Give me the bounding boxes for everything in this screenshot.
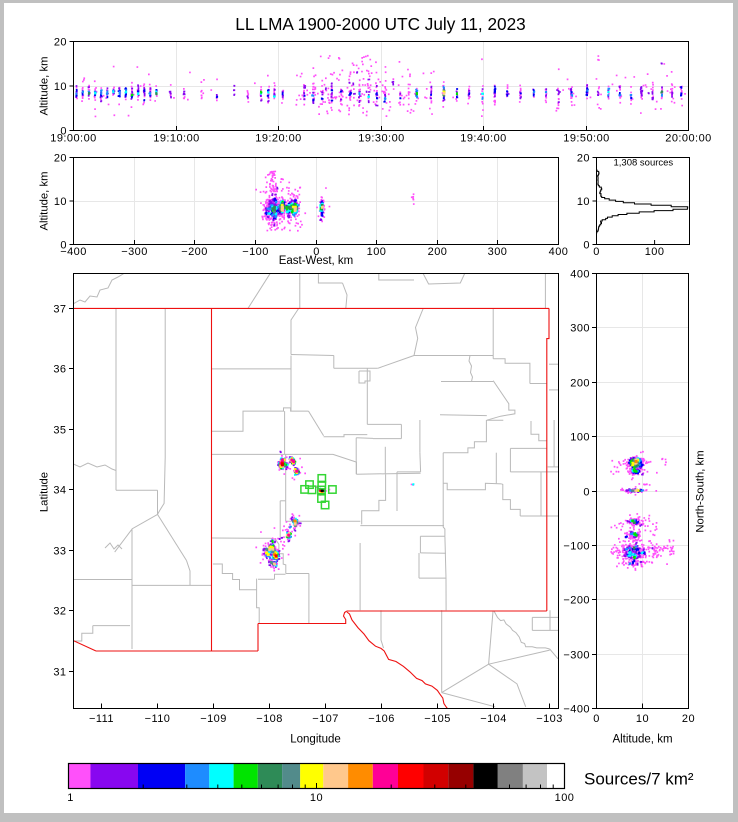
svg-text:−300: −300 [563, 649, 590, 661]
svg-text:0: 0 [583, 486, 590, 498]
svg-text:10: 10 [577, 196, 590, 208]
svg-text:20: 20 [54, 152, 67, 164]
svg-text:−108: −108 [256, 713, 283, 725]
svg-text:0: 0 [593, 246, 600, 258]
svg-text:37: 37 [53, 303, 66, 315]
svg-text:35: 35 [53, 424, 66, 436]
svg-text:300: 300 [570, 322, 590, 334]
svg-text:400: 400 [570, 268, 590, 280]
svg-text:−109: −109 [200, 713, 227, 725]
svg-text:19:40:00: 19:40:00 [460, 133, 506, 145]
svg-text:0: 0 [313, 246, 320, 258]
svg-text:−200: −200 [181, 246, 208, 258]
svg-text:−400: −400 [563, 703, 590, 715]
svg-text:19:30:00: 19:30:00 [358, 133, 404, 145]
svg-text:100: 100 [645, 246, 665, 258]
svg-text:1,308 sources: 1,308 sources [614, 158, 674, 169]
svg-text:19:00:00: 19:00:00 [50, 133, 96, 145]
svg-text:−107: −107 [312, 713, 339, 725]
svg-text:−111: −111 [89, 713, 114, 725]
svg-text:20:00:00: 20:00:00 [665, 133, 711, 145]
svg-text:−106: −106 [368, 713, 395, 725]
svg-text:36: 36 [53, 363, 66, 375]
svg-text:East-West, km: East-West, km [279, 255, 354, 267]
svg-text:Longitude: Longitude [290, 734, 341, 746]
svg-text:400: 400 [549, 246, 569, 258]
svg-text:Altitude, km: Altitude, km [39, 171, 51, 230]
svg-text:1: 1 [67, 792, 74, 804]
svg-text:−400: −400 [60, 246, 87, 258]
svg-text:−100: −100 [242, 246, 269, 258]
svg-text:20: 20 [682, 713, 695, 725]
svg-text:34: 34 [53, 484, 66, 496]
svg-text:Sources/7 km²: Sources/7 km² [584, 770, 694, 789]
svg-text:0: 0 [60, 125, 67, 137]
svg-text:10: 10 [54, 81, 67, 93]
svg-text:−200: −200 [563, 594, 590, 606]
svg-text:Altitude, km: Altitude, km [612, 734, 672, 746]
svg-text:−100: −100 [563, 540, 590, 552]
svg-text:200: 200 [428, 246, 448, 258]
svg-text:−104: −104 [480, 713, 507, 725]
svg-text:−105: −105 [424, 713, 451, 725]
svg-text:−300: −300 [121, 246, 148, 258]
svg-text:−110: −110 [145, 713, 171, 725]
svg-text:100: 100 [570, 431, 590, 443]
svg-text:20: 20 [577, 152, 590, 164]
svg-text:0: 0 [583, 239, 590, 251]
svg-text:−103: −103 [536, 713, 563, 725]
svg-text:32: 32 [53, 605, 66, 617]
svg-text:19:10:00: 19:10:00 [153, 133, 199, 145]
svg-text:LL LMA 1900-2000 UTC July 11,: LL LMA 1900-2000 UTC July 11, 2023 [235, 14, 525, 34]
svg-text:0: 0 [60, 239, 67, 251]
svg-text:31: 31 [53, 666, 66, 678]
svg-text:19:50:00: 19:50:00 [563, 133, 609, 145]
svg-text:10: 10 [310, 792, 323, 804]
svg-text:Altitude, km: Altitude, km [39, 56, 51, 115]
svg-text:Latitude: Latitude [39, 472, 51, 512]
svg-text:10: 10 [54, 196, 67, 208]
svg-text:10: 10 [636, 713, 649, 725]
svg-text:20: 20 [54, 36, 67, 48]
svg-text:19:20:00: 19:20:00 [255, 133, 301, 145]
svg-text:33: 33 [53, 545, 66, 557]
svg-text:100: 100 [555, 792, 575, 804]
svg-text:North-South, km: North-South, km [695, 450, 707, 532]
svg-text:100: 100 [367, 246, 387, 258]
svg-text:200: 200 [570, 377, 590, 389]
svg-text:0: 0 [593, 713, 600, 725]
svg-text:300: 300 [488, 246, 508, 258]
